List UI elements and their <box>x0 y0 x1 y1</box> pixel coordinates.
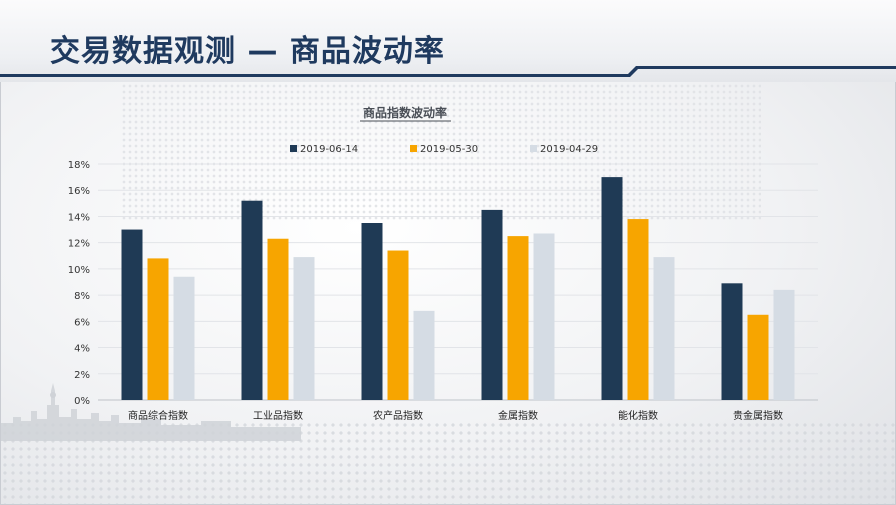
bar <box>173 276 195 400</box>
x-tick-label: 商品综合指数 <box>128 409 188 422</box>
bar <box>121 229 143 400</box>
bar <box>601 177 623 400</box>
bar <box>361 223 383 400</box>
bar <box>481 209 503 400</box>
bar <box>653 257 675 400</box>
y-tick-label: 6% <box>74 317 90 328</box>
y-tick-label: 12% <box>68 239 90 250</box>
legend-label: 2019-06-14 <box>300 144 358 155</box>
bar <box>721 283 743 400</box>
legend-swatch <box>410 145 417 152</box>
bar <box>241 200 263 400</box>
bar <box>147 258 169 400</box>
bar <box>293 257 315 400</box>
bar <box>387 250 409 400</box>
y-tick-label: 18% <box>68 160 90 171</box>
bar <box>507 236 529 400</box>
header-accent-line <box>0 66 896 77</box>
x-tick-label: 能化指数 <box>618 409 658 422</box>
bar <box>627 219 649 400</box>
x-tick-label: 贵金属指数 <box>733 409 783 422</box>
legend-label: 2019-04-29 <box>540 144 598 155</box>
bar <box>267 238 289 400</box>
y-tick-label: 16% <box>68 186 90 197</box>
y-tick-label: 10% <box>68 265 90 276</box>
y-tick-label: 0% <box>74 396 90 407</box>
legend-swatch <box>290 145 297 152</box>
chart-title: 商品指数波动率 <box>363 105 447 120</box>
y-tick-label: 14% <box>68 212 90 223</box>
x-tick-label: 农产品指数 <box>373 409 423 422</box>
city-skyline-graphic <box>1 383 301 441</box>
x-tick-label: 金属指数 <box>498 409 538 422</box>
bar <box>413 310 435 400</box>
y-tick-label: 2% <box>74 370 90 381</box>
y-tick-label: 4% <box>74 344 90 355</box>
world-map-dots <box>121 71 761 221</box>
x-tick-label: 工业品指数 <box>253 409 303 422</box>
y-tick-label: 8% <box>74 291 90 302</box>
bar <box>773 289 795 400</box>
legend-label: 2019-05-30 <box>420 144 478 155</box>
page-title: 交易数据观测 — 商品波动率 <box>50 34 445 69</box>
bar <box>747 314 769 400</box>
legend-swatch <box>530 145 537 152</box>
bar <box>533 233 555 400</box>
